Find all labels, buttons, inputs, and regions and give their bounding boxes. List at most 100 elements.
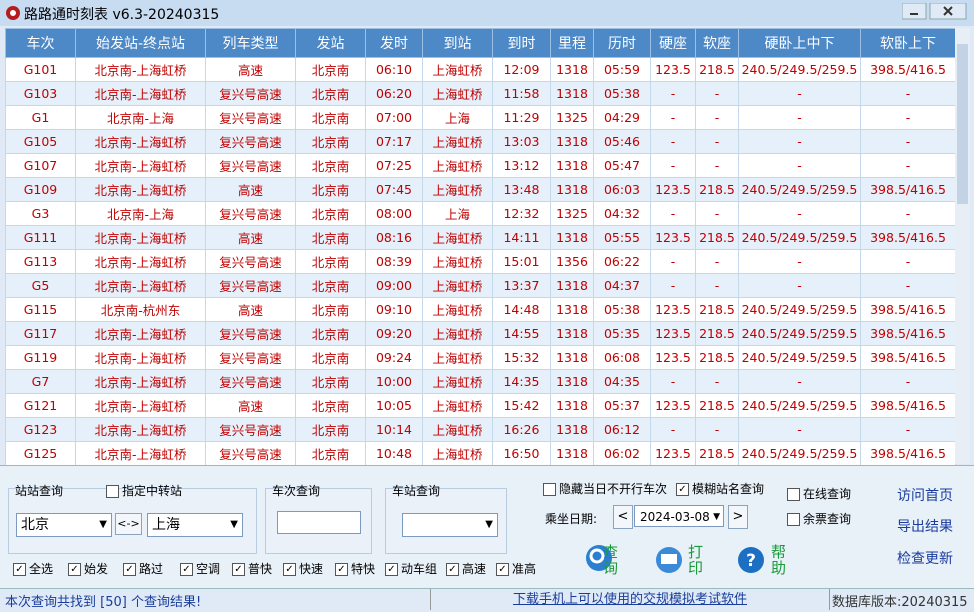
table-cell: 北京南 (295, 345, 366, 370)
table-row[interactable]: G111 北京南-上海虹桥 高速 北京南 08:16 上海虹桥 14:11 1318 05:55… (5, 225, 956, 250)
table-row[interactable]: G107 北京南-上海虹桥 复兴号高速 北京南 07:25 上海虹桥 13:12 1318 05… (5, 153, 956, 178)
table-cell: G109 (5, 177, 76, 202)
column-header[interactable]: 车次 (5, 28, 76, 58)
table-row[interactable]: G115 北京南-杭州东 高速 北京南 09:10 上海虹桥 14:48 1318 05:38 1… (5, 297, 956, 322)
table-row[interactable]: G109 北京南-上海虹桥 高速 北京南 07:45 上海虹桥 13:48 1318 06:03… (5, 177, 956, 202)
ad-link[interactable]: 下载手机上可以使用的交规模拟考试软件 (512, 592, 747, 607)
stop-select[interactable]: ▼ (402, 513, 498, 537)
table-cell: 06:12 (593, 417, 651, 442)
link[interactable]: 导出结果 (897, 519, 953, 535)
table-row[interactable]: G121 北京南-上海虹桥 高速 北京南 10:05 上海虹桥 15:42 1318 05:37… (5, 393, 956, 418)
filter-checkbox[interactable]: ✓ 路过 (123, 560, 163, 577)
window-controls[interactable] (902, 3, 970, 21)
fuzzy-checkbox[interactable]: ✓ 模糊站名查询 (676, 480, 764, 497)
from-select[interactable]: 北京 ▼ (16, 513, 112, 537)
table-row[interactable]: G103 北京南-上海虹桥 复兴号高速 北京南 06:20 上海虹桥 11:58 1318 05… (5, 81, 956, 106)
table-row[interactable]: G125 北京南-上海虹桥 复兴号高速 北京南 10:48 上海虹桥 16:50 1318 06… (5, 441, 956, 466)
table-cell: - (738, 369, 861, 394)
table-cell: - (860, 81, 956, 106)
table-row[interactable]: G7 北京南-上海虹桥 复兴号高速 北京南 10:00 上海虹桥 14:35 1318 04:3… (5, 369, 956, 394)
prev-day[interactable]: < (613, 505, 633, 529)
filter-checkbox[interactable]: ✓ 普快 (232, 560, 272, 577)
action-button[interactable]: 打印 (688, 543, 704, 577)
table-cell: 10:48 (365, 441, 423, 466)
table-cell: 05:59 (593, 57, 651, 82)
online-checkbox[interactable]: 在线查询 (787, 485, 851, 502)
filter-checkbox[interactable]: ✓ 空调 (180, 560, 220, 577)
filter-checkbox[interactable]: ✓ 始发 (68, 560, 108, 577)
table-cell: 高速 (205, 57, 296, 82)
checkbox-label: 快速 (299, 562, 324, 576)
table-cell: 240.5/249.5/259.5 (738, 321, 861, 346)
table-cell: 14:11 (492, 225, 551, 250)
table-cell: 1325 (550, 105, 594, 130)
table-cell: 北京南 (295, 297, 366, 322)
table-row[interactable]: G123 北京南-上海虹桥 复兴号高速 北京南 10:14 上海虹桥 16:26 1318 06… (5, 417, 956, 442)
filter-checkbox[interactable]: ✓ 准高 (496, 560, 536, 577)
table-cell: 复兴号高速 (205, 441, 296, 466)
column-header[interactable]: 里程 (550, 28, 594, 58)
table-cell: 高速 (205, 297, 296, 322)
link[interactable]: 访问首页 (897, 488, 953, 504)
filter-checkbox[interactable]: ✓ 高速 (446, 560, 486, 577)
next-day[interactable]: > (728, 505, 748, 529)
filter-checkbox[interactable]: ✓ 全选 (13, 560, 53, 577)
table-cell: 08:00 (365, 201, 423, 226)
column-header[interactable]: 发时 (365, 28, 423, 58)
table-row[interactable]: G117 北京南-上海虹桥 复兴号高速 北京南 09:20 上海虹桥 14:55 1318 05… (5, 321, 956, 346)
table-cell: 复兴号高速 (205, 369, 296, 394)
table-cell: 05:55 (593, 225, 651, 250)
table-cell: 北京南-上海虹桥 (75, 153, 206, 178)
column-header[interactable]: 列车类型 (205, 28, 296, 58)
action-button[interactable]: 查询 (603, 543, 619, 577)
filter-checkbox[interactable]: ✓ 动车组 (385, 560, 437, 577)
table-row[interactable]: G105 北京南-上海虹桥 复兴号高速 北京南 07:17 上海虹桥 13:03 1318 05… (5, 129, 956, 154)
transfer-checkbox[interactable]: 指定中转站 (106, 482, 182, 499)
action-button[interactable]: 帮助 (771, 543, 787, 577)
table-cell: 123.5 (650, 393, 696, 418)
checkbox-box: ✓ (232, 563, 245, 576)
filter-checkbox[interactable]: ✓ 快速 (283, 560, 323, 577)
table-cell: 上海 (422, 201, 493, 226)
table-cell: - (650, 105, 696, 130)
tickets-checkbox[interactable]: 余票查询 (787, 510, 851, 527)
checkbox-box: ✓ (180, 563, 193, 576)
column-header[interactable]: 软座 (695, 28, 739, 58)
column-header[interactable]: 发站 (295, 28, 366, 58)
table-cell: - (860, 129, 956, 154)
checkbox-box: ✓ (335, 563, 348, 576)
checkbox-label: 模糊站名查询 (692, 482, 765, 496)
date-picker[interactable]: 2024-03-08 ▼ (634, 505, 724, 527)
table-row[interactable]: G113 北京南-上海虹桥 复兴号高速 北京南 08:39 上海虹桥 15:01 1356 06… (5, 249, 956, 274)
to-select[interactable]: 上海 ▼ (147, 513, 243, 537)
column-header[interactable]: 到站 (422, 28, 493, 58)
filter-checkbox[interactable]: ✓ 特快 (335, 560, 375, 577)
table-cell: 上海 (422, 105, 493, 130)
table-row[interactable]: G119 北京南-上海虹桥 复兴号高速 北京南 09:24 上海虹桥 15:32 1318 06… (5, 345, 956, 370)
timetable: 车次 始发站-终点站 列车类型 发站 发时 到站 到时 里程 历时 硬座 软座 硬卧上中下 软卧上下 G1… (5, 28, 956, 466)
column-header[interactable]: 软卧上下 (860, 28, 956, 58)
table-cell: 06:10 (365, 57, 423, 82)
link[interactable]: 检查更新 (897, 551, 953, 567)
train-input[interactable] (277, 511, 361, 534)
column-header[interactable]: 历时 (593, 28, 651, 58)
table-cell: 1318 (550, 129, 594, 154)
table-row[interactable]: G101 北京南-上海虹桥 高速 北京南 06:10 上海虹桥 12:09 1318 05:59… (5, 57, 956, 82)
hide-checkbox[interactable]: 隐藏当日不开行车次 (543, 480, 667, 497)
table-cell: 北京南 (295, 441, 366, 466)
table-row[interactable]: G1 北京南-上海 复兴号高速 北京南 07:00 上海 11:29 1325 04:29- - -… (5, 105, 956, 130)
table-cell: 复兴号高速 (205, 153, 296, 178)
scrollbar[interactable] (955, 28, 970, 464)
table-row[interactable]: G5 北京南-上海虹桥 复兴号高速 北京南 09:00 上海虹桥 13:37 1318 04:3… (5, 273, 956, 298)
table-row[interactable]: G3 北京南-上海 复兴号高速 北京南 08:00 上海 12:32 1325 04:32- - -… (5, 201, 956, 226)
table-cell: 复兴号高速 (205, 129, 296, 154)
column-header[interactable]: 始发站-终点站 (75, 28, 206, 58)
table-cell: 北京南-上海虹桥 (75, 393, 206, 418)
swap-button[interactable]: <-> (115, 513, 142, 535)
table-cell: 北京南-上海虹桥 (75, 249, 206, 274)
column-header[interactable]: 硬座 (650, 28, 696, 58)
column-header[interactable]: 硬卧上中下 (738, 28, 861, 58)
table-cell: 218.5 (695, 441, 739, 466)
table-cell: 11:29 (492, 105, 551, 130)
column-header[interactable]: 到时 (492, 28, 551, 58)
